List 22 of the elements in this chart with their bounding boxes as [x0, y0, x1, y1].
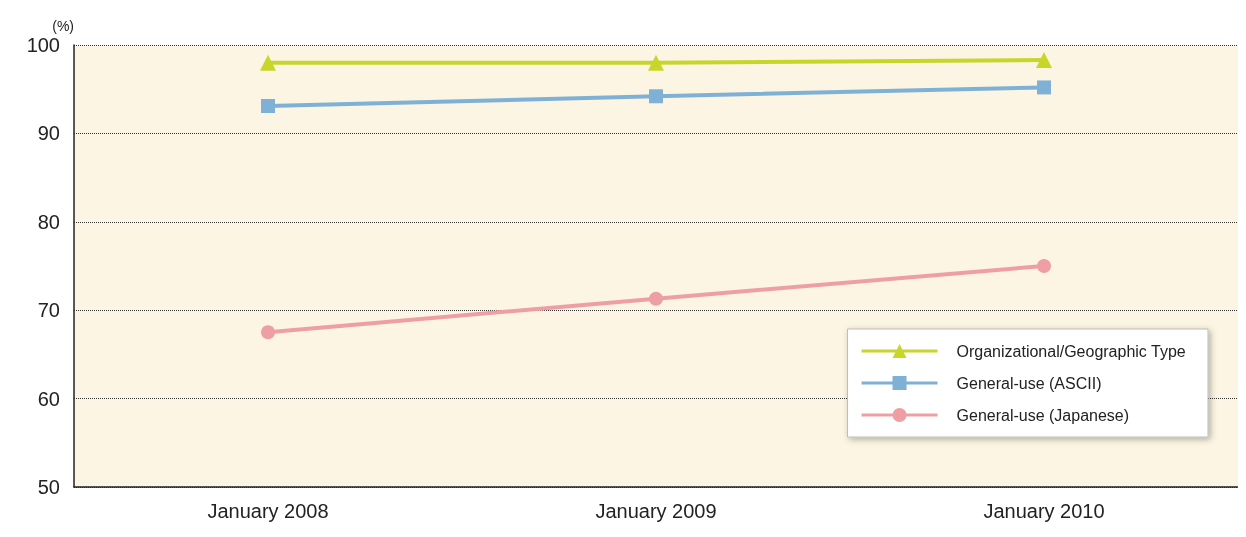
y-tick-label: 50 — [37, 476, 60, 498]
point — [649, 89, 663, 104]
point — [1036, 52, 1052, 69]
x-tick-label: January 2009 — [595, 500, 717, 522]
legend-label: Organizational/Geographic Type — [956, 342, 1186, 360]
y-tick-label: 80 — [37, 210, 60, 233]
point — [1037, 259, 1051, 273]
point — [261, 325, 275, 340]
y-tick-label: 70 — [37, 299, 60, 322]
point — [260, 54, 276, 71]
point — [648, 54, 664, 71]
y-tick-label: 60 — [37, 387, 60, 410]
y-axis-title: (%) — [52, 18, 74, 34]
y-tick-label: 90 — [37, 122, 60, 145]
legend-label: General-use (ASCII) — [956, 374, 1102, 392]
x-tick-label: January 2010 — [983, 500, 1105, 522]
point — [1037, 80, 1051, 95]
point — [261, 99, 275, 113]
x-tick-label: January 2008 — [207, 500, 329, 522]
y-tick-label: 100 — [26, 34, 60, 56]
legend-label: General-use (Japanese) — [956, 406, 1130, 424]
point — [649, 291, 663, 306]
